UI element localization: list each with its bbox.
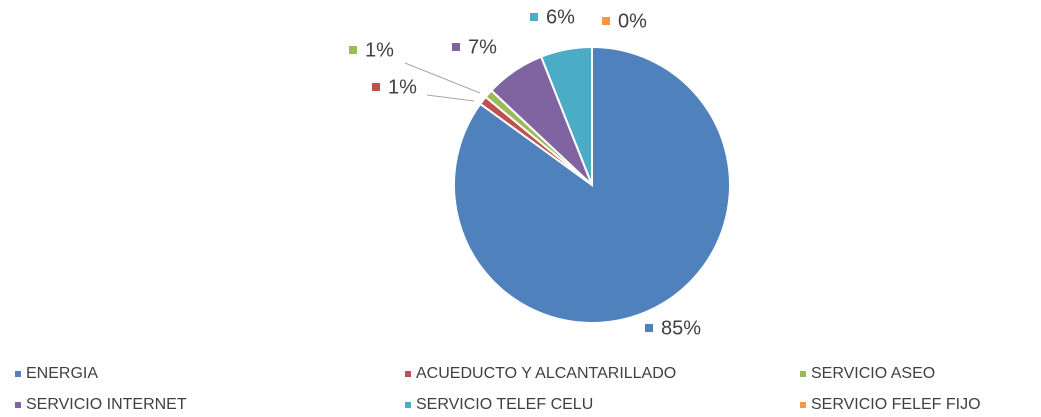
label-key	[602, 17, 610, 25]
pie-slice	[453, 45, 731, 324]
leader-line	[426, 94, 475, 102]
legend-key	[405, 371, 411, 377]
legend-label: ENERGIA	[26, 365, 98, 382]
legend-key	[15, 402, 21, 408]
legend-key	[800, 371, 806, 377]
legend-label: SERVICIO ASEO	[811, 365, 935, 382]
legend-label: ACUEDUCTO Y ALCANTARILLADO	[416, 365, 676, 382]
data-label: 1%	[388, 76, 417, 98]
leader-line	[404, 62, 481, 94]
data-label: 1%	[365, 39, 394, 61]
label-key	[372, 83, 380, 91]
legend-key	[405, 402, 411, 408]
legend-key	[800, 402, 806, 408]
legend-label: SERVICIO INTERNET	[26, 396, 187, 413]
label-key	[645, 324, 653, 332]
data-label: 6%	[546, 6, 575, 28]
data-label: 85%	[661, 317, 701, 339]
label-key	[530, 13, 538, 21]
legend-key	[15, 371, 21, 377]
label-key	[349, 46, 357, 54]
label-key	[452, 43, 460, 51]
data-label: 7%	[468, 36, 497, 58]
legend-label: SERVICIO TELEF CELU	[416, 396, 593, 413]
legend-label: SERVICIO FELEF FIJO	[811, 396, 981, 413]
data-label: 0%	[618, 10, 647, 32]
